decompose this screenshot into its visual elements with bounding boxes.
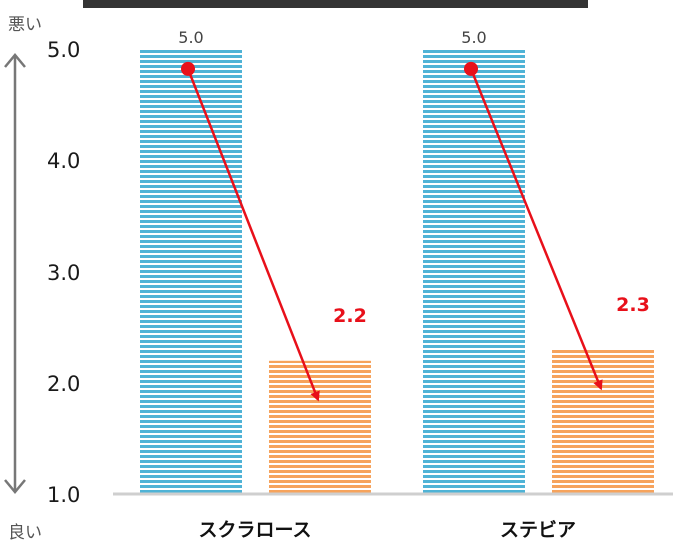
start-marker xyxy=(181,61,195,76)
axis-top-label: 悪い xyxy=(8,15,42,35)
bars xyxy=(140,50,654,494)
category-label: ステビア xyxy=(500,519,576,541)
improvement-arrow xyxy=(469,68,603,391)
bar-stevia-after xyxy=(552,349,654,494)
bar-sucralose-before xyxy=(140,50,242,494)
data-label: 5.0 xyxy=(178,28,203,47)
bar-stevia-before xyxy=(423,50,525,494)
y-tick-label: 4.0 xyxy=(47,149,80,173)
y-tick-label: 5.0 xyxy=(47,38,80,62)
x-axis: スクラロース ステビア xyxy=(198,519,576,541)
value-labels: 5.0 2.2 5.0 2.3 xyxy=(178,28,650,327)
data-label: 5.0 xyxy=(461,28,486,47)
y-tick-label: 2.0 xyxy=(47,372,80,396)
y-axis: 1.0 2.0 3.0 4.0 5.0 xyxy=(47,38,80,507)
axis-bottom-label: 良い xyxy=(8,523,42,543)
improvement-arrow xyxy=(186,68,320,402)
data-label: 2.2 xyxy=(333,305,367,327)
y-tick-label: 1.0 xyxy=(47,483,80,507)
y-tick-label: 3.0 xyxy=(47,261,80,285)
data-label: 2.3 xyxy=(616,294,650,316)
quality-axis-arrow xyxy=(4,53,26,494)
chart-title xyxy=(83,0,588,8)
bar-sucralose-after xyxy=(269,360,371,494)
improvement-arrows xyxy=(181,61,603,402)
start-marker xyxy=(464,61,478,76)
category-label: スクラロース xyxy=(198,519,311,541)
